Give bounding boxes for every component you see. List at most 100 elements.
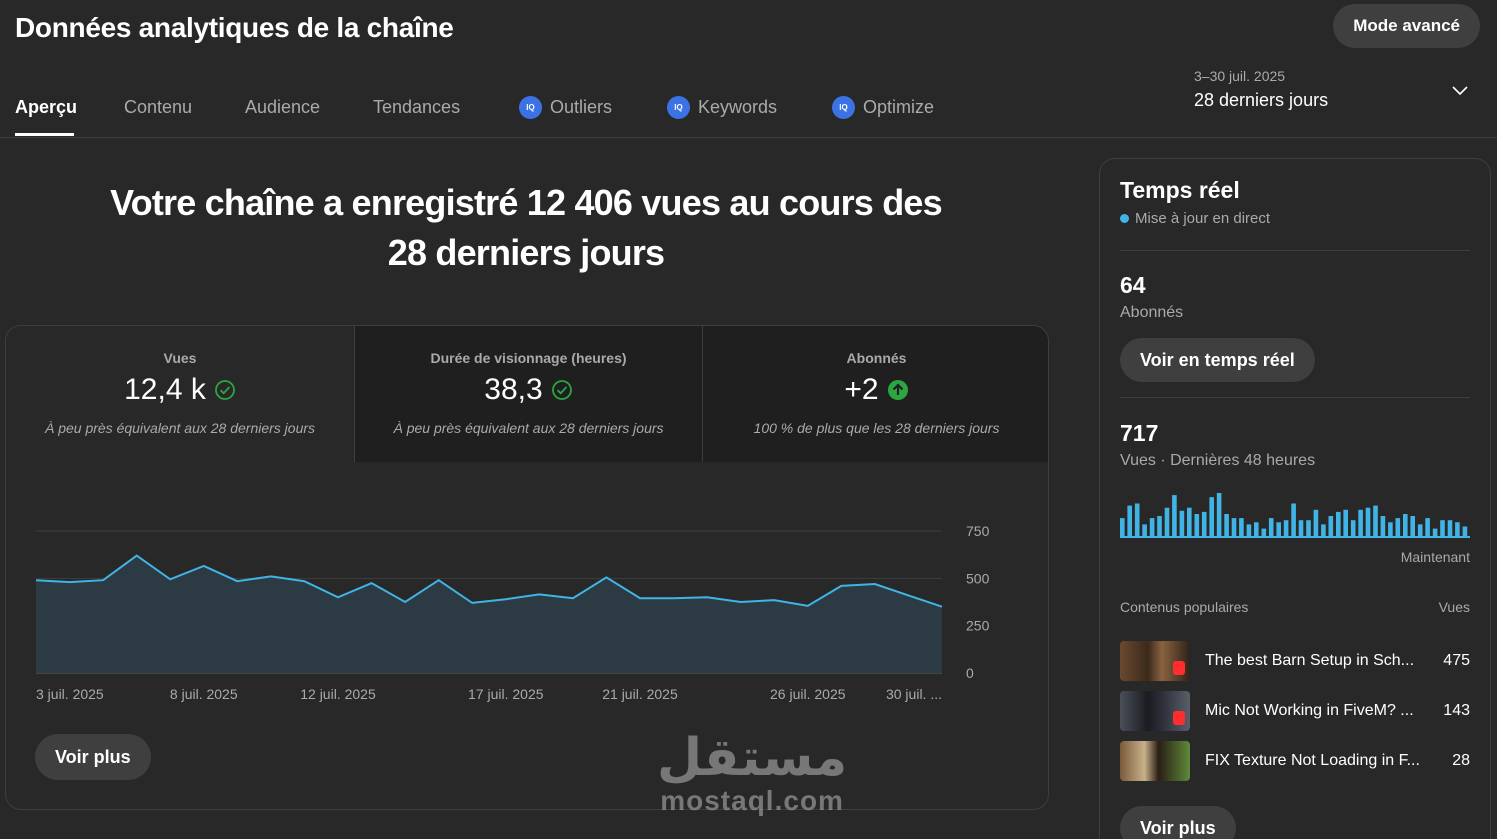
x-tick-label: 3 juil. 2025: [36, 686, 104, 702]
realtime-title: Temps réel: [1120, 177, 1240, 203]
realtime-bar[interactable]: [1298, 520, 1304, 537]
overview-headline: Votre chaîne a enregistré 12 406 vues au…: [0, 178, 1052, 278]
realtime-bar[interactable]: [1350, 520, 1356, 537]
realtime-bar[interactable]: [1224, 514, 1229, 537]
see-more-popular-button[interactable]: Voir plus: [1120, 806, 1236, 839]
check-circle-icon: [551, 380, 572, 400]
realtime-bar[interactable]: [1201, 511, 1207, 537]
realtime-bar[interactable]: [1321, 524, 1326, 537]
period-range: 3–30 juil. 2025: [1194, 68, 1286, 84]
realtime-bar[interactable]: [1120, 518, 1125, 537]
video-thumbnail: [1120, 641, 1190, 681]
tab-optimize[interactable]: IQ Optimize: [832, 94, 934, 120]
realtime-bar[interactable]: [1336, 511, 1341, 537]
shorts-icon: [1173, 661, 1185, 675]
iq-extension-icon: IQ: [832, 95, 855, 119]
realtime-bar[interactable]: [1209, 497, 1214, 537]
realtime-bar[interactable]: [1343, 509, 1348, 537]
realtime-bar[interactable]: [1157, 516, 1162, 537]
subscribers-label: Abonnés: [1120, 304, 1184, 321]
realtime-bar[interactable]: [1172, 495, 1177, 537]
realtime-bar[interactable]: [1134, 503, 1140, 538]
arrow-up-circle-icon: [887, 380, 908, 400]
realtime-bar[interactable]: [1127, 505, 1132, 537]
metric-watch-time[interactable]: Durée de visionnage (heures) 38,3 À peu …: [354, 326, 702, 462]
tab-trends[interactable]: Tendances: [373, 94, 460, 120]
realtime-bar[interactable]: [1447, 520, 1453, 537]
tab-label: Optimize: [863, 96, 935, 117]
video-title: Mic Not Working in FiveM? ...: [1205, 702, 1414, 719]
realtime-bar[interactable]: [1417, 524, 1423, 537]
realtime-bar[interactable]: [1313, 509, 1319, 537]
realtime-bar[interactable]: [1164, 507, 1170, 537]
realtime-bar[interactable]: [1261, 528, 1267, 537]
realtime-bar[interactable]: [1231, 518, 1237, 537]
metric-value-row: +2: [703, 372, 1048, 408]
headline-line-2: 28 derniers jours: [387, 232, 665, 273]
tab-overview[interactable]: Aperçu: [15, 94, 77, 120]
video-views: 28: [1452, 752, 1470, 769]
shorts-icon: [1173, 711, 1185, 725]
y-tick-label: 750: [966, 523, 990, 539]
realtime-bar[interactable]: [1268, 518, 1274, 537]
realtime-bar[interactable]: [1455, 522, 1460, 537]
tab-label: Outliers: [550, 96, 613, 117]
realtime-bar[interactable]: [1373, 505, 1378, 537]
realtime-bar[interactable]: [1216, 493, 1222, 537]
realtime-bar[interactable]: [1365, 507, 1371, 537]
metric-views[interactable]: Vues 12,4 k À peu près équivalent aux 28…: [6, 326, 354, 462]
realtime-bar[interactable]: [1194, 514, 1200, 537]
advanced-mode-button[interactable]: Mode avancé: [1333, 4, 1480, 48]
realtime-bar[interactable]: [1462, 526, 1468, 538]
realtime-bar[interactable]: [1276, 522, 1281, 537]
realtime-bar[interactable]: [1395, 518, 1401, 537]
realtime-bar[interactable]: [1239, 518, 1244, 537]
realtime-bar[interactable]: [1306, 520, 1311, 537]
realtime-bar[interactable]: [1187, 507, 1192, 537]
tab-content[interactable]: Contenu: [124, 94, 192, 120]
check-circle-icon: [214, 380, 235, 400]
metric-subscribers[interactable]: Abonnés +2 100 % de plus que les 28 dern…: [702, 326, 1048, 462]
tab-label: Tendances: [373, 96, 461, 117]
divider: [1120, 250, 1470, 251]
period-selector[interactable]: 3–30 juil. 2025 28 derniers jours: [1194, 68, 1328, 111]
realtime-bar[interactable]: [1425, 518, 1430, 537]
realtime-bar[interactable]: [1283, 520, 1289, 537]
realtime-bar[interactable]: [1410, 516, 1415, 537]
popular-item[interactable]: Mic Not Working in FiveM? ... 143: [1120, 691, 1470, 731]
realtime-bar[interactable]: [1440, 520, 1445, 537]
realtime-bar[interactable]: [1358, 509, 1363, 537]
realtime-bar[interactable]: [1179, 510, 1185, 537]
metric-label: Abonnés: [846, 350, 907, 366]
popular-content-header: Contenus populaires Vues: [1120, 599, 1470, 615]
tab-keywords[interactable]: IQ Keywords: [667, 94, 777, 120]
realtime-bar[interactable]: [1254, 522, 1259, 537]
period-label: 28 derniers jours: [1194, 90, 1329, 110]
y-tick-label: 0: [966, 665, 974, 681]
see-more-button[interactable]: Voir plus: [35, 734, 151, 780]
realtime-bar[interactable]: [1388, 522, 1393, 537]
realtime-views-label: Vues · Dernières 48 heures: [1120, 452, 1316, 469]
realtime-card: Temps réel Mise à jour en direct 64 Abon…: [1099, 158, 1491, 839]
tab-outliers[interactable]: IQ Outliers: [519, 94, 612, 120]
realtime-bar[interactable]: [1403, 514, 1408, 537]
tab-audience[interactable]: Audience: [245, 94, 320, 120]
y-tick-label: 250: [966, 618, 990, 634]
x-tick-label: 30 juil. ...: [886, 686, 942, 702]
tab-bar: Aperçu Contenu Audience Tendances IQ Out…: [0, 78, 1497, 138]
realtime-bar[interactable]: [1328, 516, 1334, 537]
popular-item[interactable]: The best Barn Setup in Sch... 475: [1120, 641, 1470, 681]
metric-value-row: 38,3: [355, 372, 702, 408]
tab-label: Keywords: [698, 96, 778, 117]
realtime-bar[interactable]: [1246, 524, 1252, 537]
view-realtime-button[interactable]: Voir en temps réel: [1120, 338, 1315, 382]
realtime-bar[interactable]: [1149, 518, 1155, 537]
realtime-bar[interactable]: [1380, 516, 1386, 537]
divider: [1120, 397, 1470, 398]
headline-line-1: Votre chaîne a enregistré 12 406 vues au…: [110, 182, 943, 223]
popular-item[interactable]: FIX Texture Not Loading in F... 28: [1120, 741, 1470, 781]
realtime-bar[interactable]: [1291, 503, 1296, 538]
realtime-bar[interactable]: [1432, 528, 1438, 537]
chevron-down-icon[interactable]: [1451, 82, 1469, 100]
realtime-bar[interactable]: [1142, 524, 1147, 537]
